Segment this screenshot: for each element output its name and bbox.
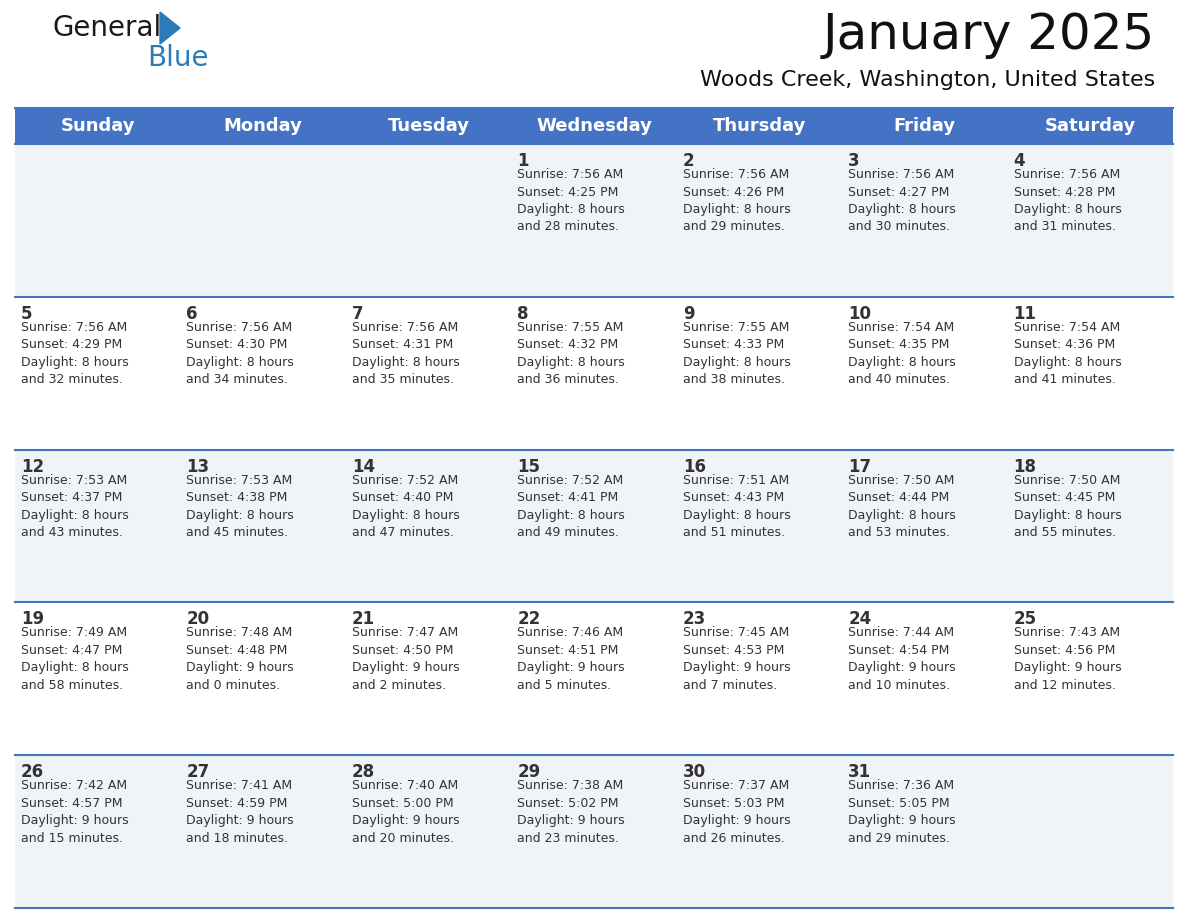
Text: 4: 4	[1013, 152, 1025, 170]
Text: General: General	[52, 14, 162, 42]
Text: 7: 7	[352, 305, 364, 323]
Text: Sunrise: 7:47 AM
Sunset: 4:50 PM
Daylight: 9 hours
and 2 minutes.: Sunrise: 7:47 AM Sunset: 4:50 PM Dayligh…	[352, 626, 460, 692]
Text: 25: 25	[1013, 610, 1037, 629]
Text: 3: 3	[848, 152, 860, 170]
Text: 28: 28	[352, 763, 375, 781]
Text: Sunrise: 7:48 AM
Sunset: 4:48 PM
Daylight: 9 hours
and 0 minutes.: Sunrise: 7:48 AM Sunset: 4:48 PM Dayligh…	[187, 626, 295, 692]
Text: Sunrise: 7:56 AM
Sunset: 4:30 PM
Daylight: 8 hours
and 34 minutes.: Sunrise: 7:56 AM Sunset: 4:30 PM Dayligh…	[187, 320, 295, 386]
Text: 15: 15	[517, 457, 541, 476]
Text: Tuesday: Tuesday	[387, 117, 469, 135]
Text: 11: 11	[1013, 305, 1037, 323]
Text: 24: 24	[848, 610, 871, 629]
Text: Saturday: Saturday	[1044, 117, 1136, 135]
Text: 14: 14	[352, 457, 375, 476]
Text: Woods Creek, Washington, United States: Woods Creek, Washington, United States	[700, 70, 1155, 90]
Text: 29: 29	[517, 763, 541, 781]
Text: Sunrise: 7:49 AM
Sunset: 4:47 PM
Daylight: 8 hours
and 58 minutes.: Sunrise: 7:49 AM Sunset: 4:47 PM Dayligh…	[21, 626, 128, 692]
Text: 30: 30	[683, 763, 706, 781]
Text: Sunrise: 7:41 AM
Sunset: 4:59 PM
Daylight: 9 hours
and 18 minutes.: Sunrise: 7:41 AM Sunset: 4:59 PM Dayligh…	[187, 779, 295, 845]
Text: 8: 8	[517, 305, 529, 323]
Text: Sunrise: 7:54 AM
Sunset: 4:36 PM
Daylight: 8 hours
and 41 minutes.: Sunrise: 7:54 AM Sunset: 4:36 PM Dayligh…	[1013, 320, 1121, 386]
Text: Sunrise: 7:56 AM
Sunset: 4:25 PM
Daylight: 8 hours
and 28 minutes.: Sunrise: 7:56 AM Sunset: 4:25 PM Dayligh…	[517, 168, 625, 233]
Text: Friday: Friday	[893, 117, 956, 135]
Text: Monday: Monday	[223, 117, 303, 135]
Text: Sunrise: 7:56 AM
Sunset: 4:28 PM
Daylight: 8 hours
and 31 minutes.: Sunrise: 7:56 AM Sunset: 4:28 PM Dayligh…	[1013, 168, 1121, 233]
Text: 16: 16	[683, 457, 706, 476]
Text: Sunrise: 7:40 AM
Sunset: 5:00 PM
Daylight: 9 hours
and 20 minutes.: Sunrise: 7:40 AM Sunset: 5:00 PM Dayligh…	[352, 779, 460, 845]
Text: 20: 20	[187, 610, 209, 629]
Text: Sunrise: 7:54 AM
Sunset: 4:35 PM
Daylight: 8 hours
and 40 minutes.: Sunrise: 7:54 AM Sunset: 4:35 PM Dayligh…	[848, 320, 956, 386]
Text: 21: 21	[352, 610, 375, 629]
Text: Sunrise: 7:46 AM
Sunset: 4:51 PM
Daylight: 9 hours
and 5 minutes.: Sunrise: 7:46 AM Sunset: 4:51 PM Dayligh…	[517, 626, 625, 692]
Text: Sunrise: 7:56 AM
Sunset: 4:31 PM
Daylight: 8 hours
and 35 minutes.: Sunrise: 7:56 AM Sunset: 4:31 PM Dayligh…	[352, 320, 460, 386]
Text: Wednesday: Wednesday	[536, 117, 652, 135]
Text: Sunrise: 7:50 AM
Sunset: 4:45 PM
Daylight: 8 hours
and 55 minutes.: Sunrise: 7:50 AM Sunset: 4:45 PM Dayligh…	[1013, 474, 1121, 539]
Text: 18: 18	[1013, 457, 1037, 476]
Text: Sunrise: 7:55 AM
Sunset: 4:32 PM
Daylight: 8 hours
and 36 minutes.: Sunrise: 7:55 AM Sunset: 4:32 PM Dayligh…	[517, 320, 625, 386]
Text: 31: 31	[848, 763, 871, 781]
Text: 5: 5	[21, 305, 32, 323]
Bar	[15, 602, 1173, 756]
Text: 23: 23	[683, 610, 706, 629]
Bar	[15, 297, 1173, 450]
Polygon shape	[160, 12, 181, 44]
Text: Sunrise: 7:53 AM
Sunset: 4:38 PM
Daylight: 8 hours
and 45 minutes.: Sunrise: 7:53 AM Sunset: 4:38 PM Dayligh…	[187, 474, 295, 539]
Text: 9: 9	[683, 305, 694, 323]
Text: Sunday: Sunday	[61, 117, 135, 135]
Text: 1: 1	[517, 152, 529, 170]
Text: 26: 26	[21, 763, 44, 781]
Text: Sunrise: 7:52 AM
Sunset: 4:40 PM
Daylight: 8 hours
and 47 minutes.: Sunrise: 7:52 AM Sunset: 4:40 PM Dayligh…	[352, 474, 460, 539]
Bar	[15, 144, 1173, 297]
Bar	[15, 756, 1173, 908]
Text: Sunrise: 7:56 AM
Sunset: 4:29 PM
Daylight: 8 hours
and 32 minutes.: Sunrise: 7:56 AM Sunset: 4:29 PM Dayligh…	[21, 320, 128, 386]
Text: 13: 13	[187, 457, 209, 476]
Text: Sunrise: 7:44 AM
Sunset: 4:54 PM
Daylight: 9 hours
and 10 minutes.: Sunrise: 7:44 AM Sunset: 4:54 PM Dayligh…	[848, 626, 956, 692]
Text: 19: 19	[21, 610, 44, 629]
Bar	[15, 108, 1173, 144]
Text: Sunrise: 7:42 AM
Sunset: 4:57 PM
Daylight: 9 hours
and 15 minutes.: Sunrise: 7:42 AM Sunset: 4:57 PM Dayligh…	[21, 779, 128, 845]
Text: Sunrise: 7:38 AM
Sunset: 5:02 PM
Daylight: 9 hours
and 23 minutes.: Sunrise: 7:38 AM Sunset: 5:02 PM Dayligh…	[517, 779, 625, 845]
Text: Sunrise: 7:37 AM
Sunset: 5:03 PM
Daylight: 9 hours
and 26 minutes.: Sunrise: 7:37 AM Sunset: 5:03 PM Dayligh…	[683, 779, 790, 845]
Text: Sunrise: 7:55 AM
Sunset: 4:33 PM
Daylight: 8 hours
and 38 minutes.: Sunrise: 7:55 AM Sunset: 4:33 PM Dayligh…	[683, 320, 790, 386]
Text: Blue: Blue	[147, 44, 209, 72]
Text: Sunrise: 7:53 AM
Sunset: 4:37 PM
Daylight: 8 hours
and 43 minutes.: Sunrise: 7:53 AM Sunset: 4:37 PM Dayligh…	[21, 474, 128, 539]
Text: 10: 10	[848, 305, 871, 323]
Text: Thursday: Thursday	[713, 117, 807, 135]
Text: 6: 6	[187, 305, 198, 323]
Text: 17: 17	[848, 457, 871, 476]
Text: 22: 22	[517, 610, 541, 629]
Text: Sunrise: 7:56 AM
Sunset: 4:26 PM
Daylight: 8 hours
and 29 minutes.: Sunrise: 7:56 AM Sunset: 4:26 PM Dayligh…	[683, 168, 790, 233]
Text: Sunrise: 7:51 AM
Sunset: 4:43 PM
Daylight: 8 hours
and 51 minutes.: Sunrise: 7:51 AM Sunset: 4:43 PM Dayligh…	[683, 474, 790, 539]
Text: January 2025: January 2025	[823, 11, 1155, 59]
Text: Sunrise: 7:56 AM
Sunset: 4:27 PM
Daylight: 8 hours
and 30 minutes.: Sunrise: 7:56 AM Sunset: 4:27 PM Dayligh…	[848, 168, 956, 233]
Text: 12: 12	[21, 457, 44, 476]
Text: Sunrise: 7:45 AM
Sunset: 4:53 PM
Daylight: 9 hours
and 7 minutes.: Sunrise: 7:45 AM Sunset: 4:53 PM Dayligh…	[683, 626, 790, 692]
Text: Sunrise: 7:50 AM
Sunset: 4:44 PM
Daylight: 8 hours
and 53 minutes.: Sunrise: 7:50 AM Sunset: 4:44 PM Dayligh…	[848, 474, 956, 539]
Text: Sunrise: 7:52 AM
Sunset: 4:41 PM
Daylight: 8 hours
and 49 minutes.: Sunrise: 7:52 AM Sunset: 4:41 PM Dayligh…	[517, 474, 625, 539]
Text: 2: 2	[683, 152, 694, 170]
Text: 27: 27	[187, 763, 209, 781]
Bar	[15, 450, 1173, 602]
Text: Sunrise: 7:36 AM
Sunset: 5:05 PM
Daylight: 9 hours
and 29 minutes.: Sunrise: 7:36 AM Sunset: 5:05 PM Dayligh…	[848, 779, 956, 845]
Text: Sunrise: 7:43 AM
Sunset: 4:56 PM
Daylight: 9 hours
and 12 minutes.: Sunrise: 7:43 AM Sunset: 4:56 PM Dayligh…	[1013, 626, 1121, 692]
